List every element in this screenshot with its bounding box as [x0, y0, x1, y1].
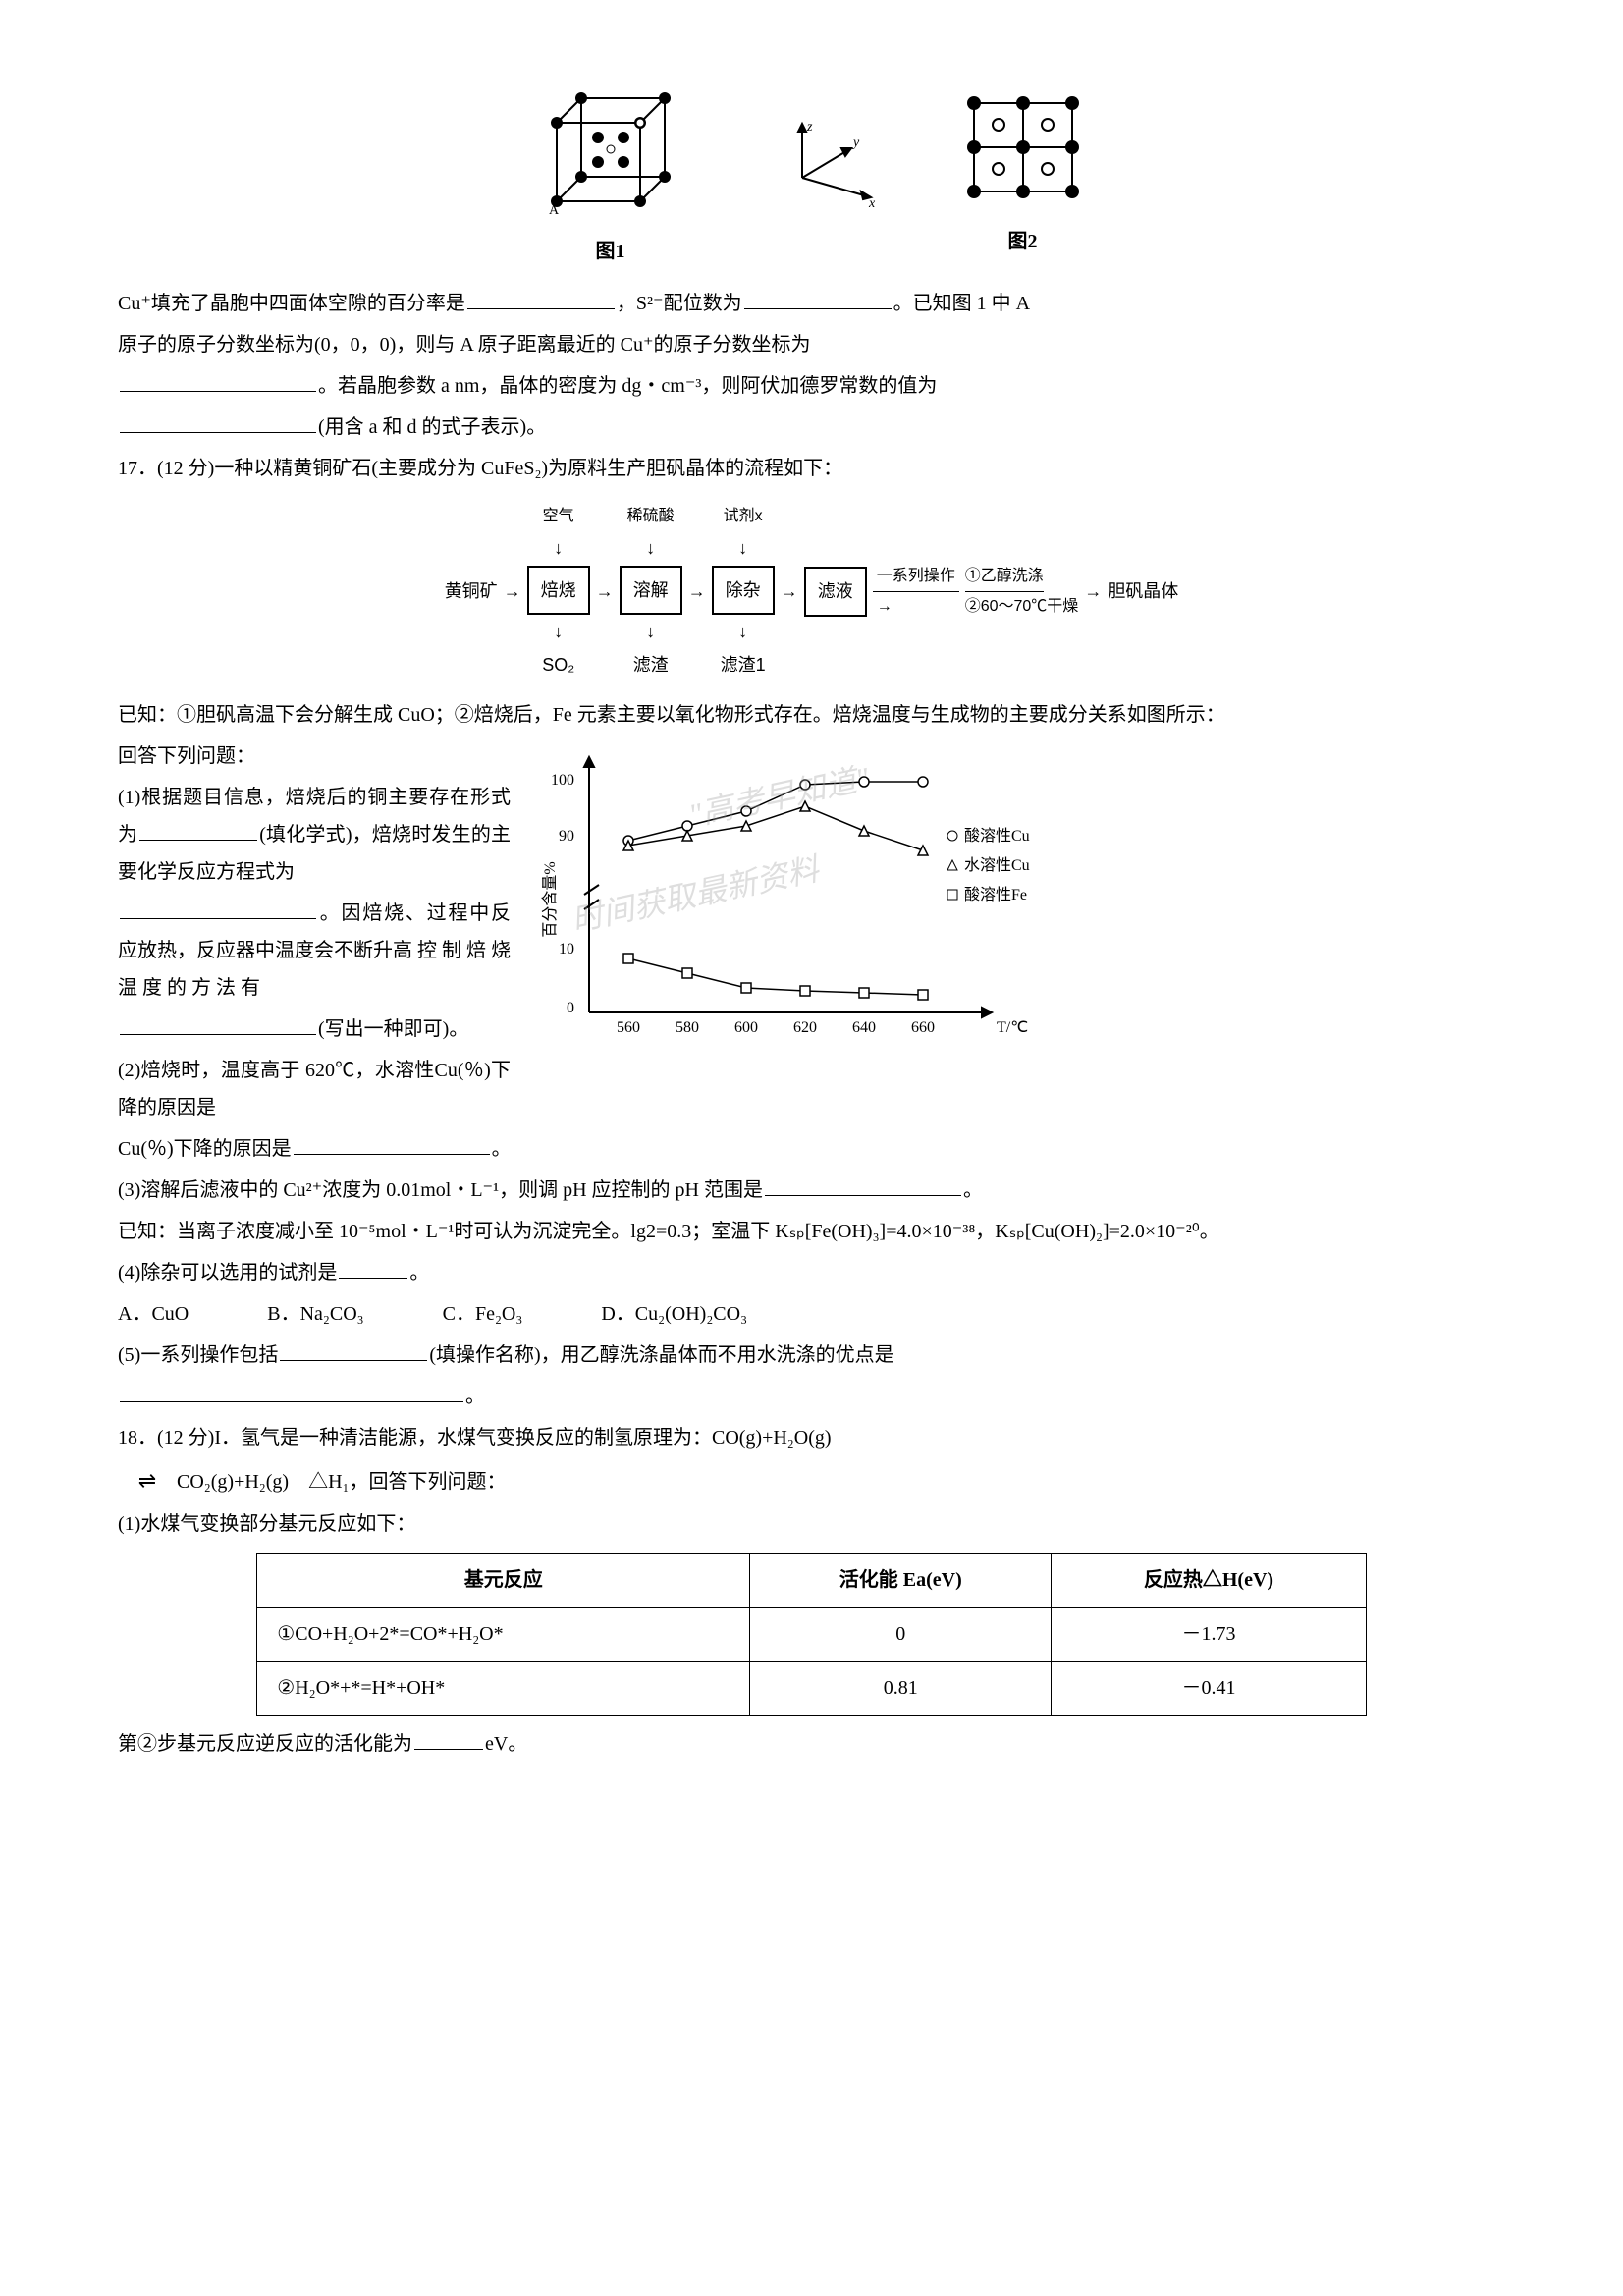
flow-box-3: 除杂: [712, 566, 775, 615]
text: 。: [963, 1179, 983, 1201]
svg-text:580: 580: [676, 1019, 699, 1036]
equilibrium-arrow-icon: [118, 1460, 177, 1502]
flow-step-b: ②60～70℃干燥: [965, 592, 1079, 622]
q17-intro: 17．(12 分)一种以精黄铜矿石(主要成分为 CuFeS₂)为原料生产胆矾晶体…: [118, 450, 1505, 487]
flow-op-top: 一系列操作: [873, 562, 959, 592]
q17-p5: (5)一系列操作包括 (填操作名称)，用乙醇洗涤晶体而不用水洗涤的优点是: [118, 1337, 1505, 1374]
q18-p1: (1)水煤气变换部分基元反应如下：: [118, 1505, 1505, 1543]
flow-end: 胆矾晶体: [1108, 574, 1178, 608]
q17-p2b: Cu(％)下降的原因是。: [118, 1130, 1505, 1168]
text: (2)焙烧时，温度高于 620℃，水溶性Cu(％)下降的原因是: [118, 1060, 511, 1119]
text: 第②步基元反应逆反应的活化能为: [118, 1733, 412, 1755]
choice-d: D．Cu₂(OH)₂CO₃: [601, 1295, 747, 1333]
text: (3)溶解后滤液中的 Cu²⁺浓度为 0.01mol・L⁻¹，则调 pH 应控制…: [118, 1179, 763, 1201]
svg-text:560: 560: [617, 1019, 640, 1036]
choice-c: C．Fe₂O₃: [443, 1295, 523, 1333]
flowchart: 黄铜矿 → 空气 ↓ 焙烧 ↓ SO₂ → 稀硫酸 ↓ 溶解 ↓ 滤渣 → 试剂…: [118, 502, 1505, 682]
text: 。已知图 1 中 A: [893, 293, 1030, 314]
choice-b: B．Na₂CO₃: [267, 1295, 363, 1333]
q16-line4: (用含 a 和 d 的式子表示)。: [118, 409, 1505, 446]
text: Cu⁺填充了晶胞中四面体空隙的百分率是: [118, 293, 465, 314]
q17-p5c: 。: [118, 1378, 1505, 1415]
text: eV。: [485, 1733, 527, 1755]
choice-a: A．CuO: [118, 1295, 189, 1333]
figure-1: A 图1: [537, 79, 684, 270]
table-row: ②H₂O*+*=H*+OH* 0.81 －0.41: [257, 1661, 1366, 1715]
q16-line3: 。若晶胞参数 a nm，晶体的密度为 dg・cm⁻³，则阿伏加德罗常数的值为: [118, 367, 1505, 405]
q17-p1: (1)根据题目信息，焙烧后的铜主要存在形式为(填化学式)，焙烧时发生的主要化学反…: [118, 779, 511, 891]
svg-text:y: y: [851, 136, 860, 150]
page-content: A 图1 z x y: [118, 79, 1505, 1763]
svg-text:10: 10: [559, 941, 574, 957]
cell: ②H₂O*+*=H*+OH*: [257, 1661, 750, 1715]
text: ，S²⁻配位数为: [617, 293, 742, 314]
svg-text:T/℃: T/℃: [997, 1019, 1028, 1036]
svg-text:90: 90: [559, 828, 574, 845]
th3: 反应热△H(eV): [1052, 1553, 1366, 1607]
q17-p3c: 已知：当离子浓度减小至 10⁻⁵mol・L⁻¹时可认为沉淀完全。lg2=0.3；…: [118, 1213, 1505, 1250]
svg-text:640: 640: [852, 1019, 876, 1036]
q18-intro1: 18．(12 分)I．氢气是一种清洁能源，水煤气变换反应的制氢原理为：CO(g)…: [118, 1419, 1505, 1456]
text: (写出一种即可)。: [318, 1018, 468, 1040]
cell: －1.73: [1052, 1607, 1366, 1661]
svg-text:660: 660: [911, 1019, 935, 1036]
cell: 0.81: [750, 1661, 1052, 1715]
svg-text:100: 100: [551, 772, 574, 789]
q18-p2: 第②步基元反应逆反应的活化能为 eV。: [118, 1725, 1505, 1763]
figure-row: A 图1 z x y: [118, 79, 1505, 270]
flow-out1: SO₂: [542, 648, 574, 682]
cell: －0.41: [1052, 1661, 1366, 1715]
flow-box-1: 焙烧: [527, 566, 590, 615]
cell: ①CO+H₂O+2*=CO*+H₂O*: [257, 1607, 750, 1661]
flow-box-4: 滤液: [804, 567, 867, 616]
text: (4)除杂可以选用的试剂是: [118, 1262, 337, 1284]
table-row: ①CO+H₂O+2*=CO*+H₂O* 0 －1.73: [257, 1607, 1366, 1661]
fig1-caption: 图1: [537, 233, 684, 270]
text: (5)一系列操作包括: [118, 1344, 278, 1366]
fig2-caption: 图2: [959, 223, 1087, 260]
flow-step-a: ①乙醇洗涤: [965, 562, 1044, 592]
cell: 0: [750, 1607, 1052, 1661]
svg-text:620: 620: [793, 1019, 817, 1036]
svg-text:z: z: [806, 120, 813, 135]
flow-in3: 试剂x: [724, 502, 763, 531]
reaction-table: 基元反应 活化能 Ea(eV) 反应热△H(eV) ①CO+H₂O+2*=CO*…: [256, 1553, 1366, 1716]
q17-p1c: 。因焙烧、过程中反应放热，反应器中温度会不断升高 控 制 焙 烧 温 度 的 方…: [118, 895, 511, 1007]
q17-p2: (2)焙烧时，温度高于 620℃，水溶性Cu(％)下降的原因是: [118, 1052, 511, 1126]
q17-p1d: (写出一种即可)。: [118, 1011, 511, 1048]
svg-text:百分含量%: 百分含量%: [541, 861, 559, 937]
choice-row: A．CuO B．Na₂CO₃ C．Fe₂O₃ D．Cu₂(OH)₂CO₃: [118, 1295, 1505, 1333]
q16-line1: Cu⁺填充了晶胞中四面体空隙的百分率是 ，S²⁻配位数为 。已知图 1 中 A: [118, 285, 1505, 322]
text: 。若晶胞参数 a nm，晶体的密度为 dg・cm⁻³，则阿伏加德罗常数的值为: [318, 375, 937, 397]
svg-text:0: 0: [567, 1000, 574, 1016]
svg-text:600: 600: [734, 1019, 758, 1036]
q18-intro2: CO₂(g)+H₂(g) △H₁，回答下列问题：: [118, 1460, 1505, 1502]
svg-text:酸溶性Fe: 酸溶性Fe: [964, 886, 1027, 903]
q17-p3: (3)溶解后滤液中的 Cu²⁺浓度为 0.01mol・L⁻¹，则调 pH 应控制…: [118, 1172, 1505, 1209]
svg-text:水溶性Cu: 水溶性Cu: [964, 856, 1030, 874]
flow-in2: 稀硫酸: [627, 502, 675, 531]
figure-2: 图2: [959, 88, 1087, 260]
flow-out3: 滤渣1: [721, 648, 766, 682]
text: (用含 a 和 d 的式子表示)。: [318, 416, 546, 438]
text: 。: [465, 1386, 485, 1407]
svg-text:x: x: [868, 196, 876, 211]
text: (填操作名称)，用乙醇洗涤晶体而不用水洗涤的优点是: [429, 1344, 893, 1366]
text: 。: [492, 1138, 512, 1160]
th2: 活化能 Ea(eV): [750, 1553, 1052, 1607]
chart: 100 90 10 0 560 580 600 620 640 660 T/℃ …: [530, 738, 1041, 1052]
svg-text:酸溶性Cu: 酸溶性Cu: [964, 827, 1030, 845]
flow-in1: 空气: [543, 502, 574, 531]
flow-box-2: 溶解: [620, 566, 682, 615]
text: CO₂(g)+H₂(g) △H₁，回答下列问题：: [177, 1471, 507, 1493]
axes-diagram: z x y: [763, 119, 881, 230]
q17-known: 已知：①胆矾高温下会分解生成 CuO；②焙烧后，Fe 元素主要以氧化物形式存在。…: [118, 696, 1505, 734]
q17-p4: (4)除杂可以选用的试剂是。: [118, 1254, 1505, 1291]
answer-label: 回答下列问题：: [118, 738, 511, 775]
svg-text:A: A: [549, 203, 560, 216]
q16-line2: 原子的原子分数坐标为(0，0，0)，则与 A 原子距离最近的 Cu⁺的原子分数坐…: [118, 326, 1505, 363]
flow-out2: 滤渣: [633, 648, 669, 682]
flow-start: 黄铜矿: [445, 574, 498, 608]
th1: 基元反应: [257, 1553, 750, 1607]
